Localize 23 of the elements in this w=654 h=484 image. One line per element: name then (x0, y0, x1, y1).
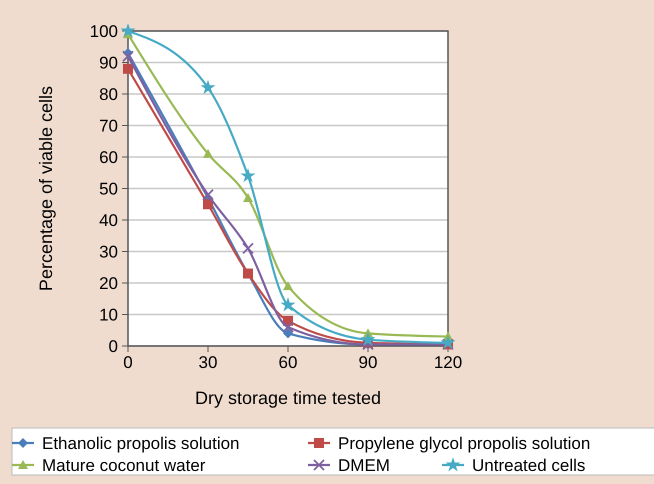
x-axis-title: Dry storage time tested (194, 388, 382, 408)
x-tick-label: 0 (123, 353, 133, 372)
y-tick-label: 70 (99, 116, 118, 136)
legend-label: Propylene glycol propolis solution (338, 434, 590, 453)
x-tick-label: 60 (278, 353, 298, 372)
y-tick-label: 90 (99, 53, 118, 72)
y-axis-title: Percentage of viable cells (36, 86, 56, 292)
legend-label: Ethanolic propolis solution (42, 434, 240, 453)
x-tick-label: 90 (358, 353, 378, 372)
y-tick-label: 30 (99, 242, 118, 262)
x-tick-label: 30 (198, 353, 218, 372)
y-tick-label: 100 (90, 22, 118, 41)
y-tick-label: 20 (99, 274, 118, 293)
legend-label: Untreated cells (472, 456, 586, 475)
y-tick-label: 10 (99, 305, 118, 324)
legend-label: DMEM (338, 456, 390, 475)
y-tick-label: 60 (99, 148, 118, 167)
y-tick-label: 40 (99, 210, 118, 230)
y-tick-label: 80 (99, 84, 118, 104)
y-tick-label: 50 (99, 179, 118, 198)
y-tick-label: 0 (108, 336, 118, 356)
legend-label: Mature coconut water (42, 456, 206, 475)
x-tick-label: 120 (434, 353, 462, 372)
